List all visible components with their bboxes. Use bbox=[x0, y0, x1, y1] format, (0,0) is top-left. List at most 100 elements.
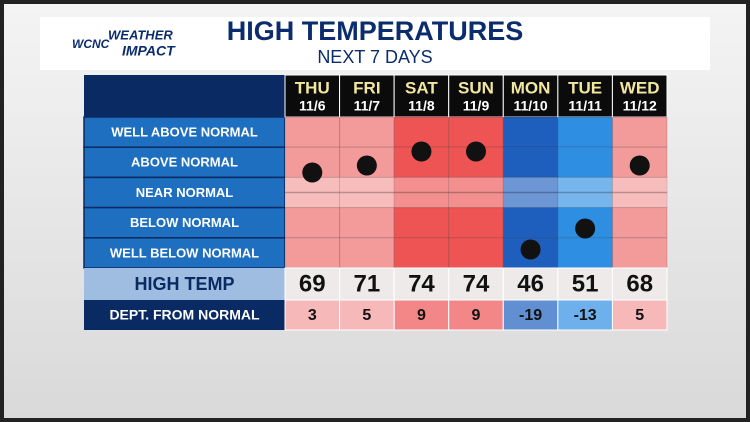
departure-value: 9 bbox=[417, 307, 426, 324]
departure-dot bbox=[520, 239, 541, 260]
day-date: 11/8 bbox=[408, 98, 435, 114]
day-name: TUE bbox=[568, 78, 602, 97]
departure-tint bbox=[557, 300, 613, 330]
departure-value: 5 bbox=[362, 307, 371, 324]
near-normal-tint bbox=[612, 177, 667, 208]
day-header-cell bbox=[393, 74, 450, 118]
day-cell bbox=[611, 237, 668, 269]
day-cell bbox=[448, 207, 504, 239]
high-value: 46 bbox=[517, 270, 544, 297]
high-value: 69 bbox=[299, 270, 326, 297]
day-name: SUN bbox=[458, 78, 494, 97]
day-date: 11/10 bbox=[513, 98, 547, 114]
day-date: 11/6 bbox=[299, 98, 326, 114]
row-label: WELL ABOVE NORMAL bbox=[111, 125, 258, 140]
day-cell bbox=[339, 207, 395, 239]
logo-line1: WEATHER bbox=[108, 27, 173, 42]
day-header-cell bbox=[448, 74, 504, 118]
departure-label-cell bbox=[84, 300, 285, 330]
departure-value: 3 bbox=[308, 307, 317, 324]
high-cell bbox=[502, 267, 559, 301]
departure-label: DEPT. FROM NORMAL bbox=[109, 307, 260, 323]
day-name: MON bbox=[511, 78, 551, 97]
high-cell bbox=[557, 267, 613, 301]
high-temp-label: HIGH TEMP bbox=[134, 274, 234, 294]
departure-tint bbox=[339, 300, 395, 330]
row-label: BELOW NORMAL bbox=[130, 215, 239, 230]
departure-tint bbox=[285, 300, 340, 330]
departure-cell bbox=[284, 299, 341, 331]
day-cell bbox=[557, 237, 613, 269]
subtitle: NEXT 7 DAYS bbox=[317, 47, 432, 67]
day-cell bbox=[502, 116, 559, 148]
day-name: SAT bbox=[405, 78, 438, 97]
near-normal-tint bbox=[448, 177, 504, 208]
departure-value: 5 bbox=[635, 307, 644, 324]
departure-dot bbox=[629, 155, 650, 176]
departure-value: 9 bbox=[472, 307, 481, 324]
day-cell bbox=[557, 116, 613, 148]
day-cell bbox=[557, 176, 613, 209]
departure-value: -19 bbox=[519, 307, 542, 324]
high-value: 71 bbox=[354, 270, 381, 297]
day-cell bbox=[284, 116, 341, 148]
near-normal-tint bbox=[503, 177, 558, 208]
day-cell bbox=[448, 237, 504, 269]
day-cell bbox=[284, 237, 341, 269]
high-value: 74 bbox=[463, 270, 490, 297]
departure-tint bbox=[448, 300, 504, 330]
day-date: 11/9 bbox=[463, 98, 490, 114]
day-name: THU bbox=[295, 78, 330, 97]
day-cell bbox=[611, 176, 668, 209]
near-normal-tint bbox=[557, 177, 613, 208]
day-cell bbox=[502, 146, 559, 178]
departure-dot bbox=[575, 218, 596, 239]
day-cell bbox=[611, 207, 668, 239]
departure-tint bbox=[394, 300, 449, 330]
header-corner bbox=[84, 75, 285, 117]
departure-cell bbox=[611, 299, 668, 331]
day-cell bbox=[393, 207, 450, 239]
day-cell bbox=[339, 176, 395, 209]
day-date: 11/7 bbox=[354, 98, 381, 114]
row-label: WELL BELOW NORMAL bbox=[110, 245, 259, 260]
high-value: 74 bbox=[408, 270, 435, 297]
departure-tint bbox=[612, 300, 667, 330]
near-normal-tint bbox=[339, 177, 395, 208]
day-date: 11/12 bbox=[623, 98, 657, 114]
departure-cell bbox=[339, 299, 395, 331]
high-value: 51 bbox=[572, 270, 599, 297]
departure-dot bbox=[302, 162, 323, 183]
day-cell bbox=[611, 116, 668, 148]
day-date: 11/11 bbox=[568, 98, 602, 114]
day-header-cell bbox=[611, 74, 668, 118]
day-cell bbox=[502, 176, 559, 209]
departure-cell bbox=[502, 299, 559, 331]
high-temp-label-cell bbox=[84, 268, 285, 300]
day-name: WED bbox=[620, 78, 660, 97]
title-bar bbox=[40, 17, 710, 70]
row-label: ABOVE NORMAL bbox=[131, 155, 238, 170]
day-header-cell bbox=[502, 74, 559, 118]
logo-brand: WCNC bbox=[72, 37, 110, 51]
day-cell bbox=[393, 176, 450, 209]
day-name: FRI bbox=[353, 78, 380, 97]
near-normal-tint bbox=[394, 177, 449, 208]
departure-dot bbox=[356, 155, 377, 176]
row-label: NEAR NORMAL bbox=[136, 185, 234, 200]
day-header-cell bbox=[557, 74, 613, 118]
logo-line2: IMPACT bbox=[122, 43, 176, 59]
high-cell bbox=[284, 267, 341, 301]
day-cell bbox=[502, 207, 559, 239]
departure-dot bbox=[466, 141, 486, 162]
departure-dot bbox=[411, 141, 432, 162]
high-cell bbox=[339, 267, 395, 301]
day-cell bbox=[339, 237, 395, 269]
day-cell bbox=[393, 237, 450, 269]
departure-cell bbox=[448, 299, 504, 331]
departure-value: -13 bbox=[574, 307, 597, 324]
high-cell bbox=[611, 267, 668, 301]
high-value: 68 bbox=[626, 270, 653, 297]
day-cell bbox=[339, 116, 395, 148]
